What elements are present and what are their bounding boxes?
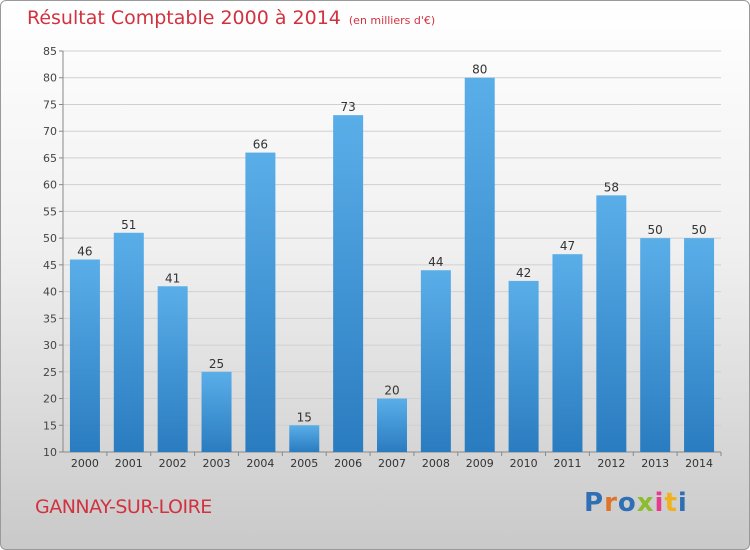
y-tick-label: 80 [43, 72, 57, 85]
x-tick-label: 2003 [203, 457, 231, 470]
data-label: 15 [297, 410, 312, 424]
data-label: 47 [560, 239, 575, 253]
bar [552, 254, 583, 452]
data-label: 20 [384, 384, 399, 398]
bar [420, 270, 451, 452]
logo-letter: r [604, 488, 618, 518]
bar [333, 115, 364, 452]
x-tick-label: 2013 [641, 457, 669, 470]
data-label: 42 [516, 266, 531, 280]
x-tick-label: 2008 [422, 457, 450, 470]
data-label: 51 [121, 218, 136, 232]
commune-name: GANNAY-SUR-LOIRE [35, 496, 212, 518]
data-label: 66 [253, 138, 268, 152]
x-tick-label: 2002 [159, 457, 187, 470]
bar [157, 286, 188, 452]
y-tick-label: 35 [43, 312, 57, 325]
x-tick-label: 2014 [685, 457, 713, 470]
bar [289, 425, 320, 452]
x-tick-label: 2000 [71, 457, 99, 470]
bar [201, 371, 232, 452]
y-tick-label: 30 [43, 339, 57, 352]
logo-letter: o [617, 488, 637, 518]
chart-unit: (en milliers d'€) [348, 14, 436, 27]
y-tick-label: 75 [43, 98, 57, 111]
y-tick-label: 50 [43, 232, 57, 245]
bar [640, 238, 671, 452]
x-tick-label: 2012 [597, 457, 625, 470]
y-tick-label: 55 [43, 205, 57, 218]
data-label: 50 [648, 223, 663, 237]
y-tick-label: 20 [43, 393, 57, 406]
x-tick-label: 2007 [378, 457, 406, 470]
x-tick-label: 2011 [553, 457, 581, 470]
y-tick-label: 15 [43, 419, 57, 432]
y-tick-label: 45 [43, 259, 57, 272]
chart-title-text: Résultat Comptable 2000 à 2014 [27, 7, 341, 29]
x-tick-label: 2006 [334, 457, 362, 470]
x-tick-label: 2010 [510, 457, 538, 470]
y-tick-label: 70 [43, 125, 57, 138]
data-label: 46 [77, 245, 92, 259]
y-tick-label: 60 [43, 179, 57, 192]
bar [377, 398, 407, 452]
y-tick-label: 85 [43, 45, 57, 58]
logo-letter: P [584, 488, 605, 518]
chart-title: Résultat Comptable 2000 à 2014 (en millie… [27, 7, 435, 29]
bar [508, 280, 539, 452]
x-tick-label: 2004 [246, 457, 274, 470]
x-tick-label: 2005 [290, 457, 318, 470]
bar [113, 232, 144, 452]
logo-letter: i [677, 488, 688, 518]
bar [684, 238, 715, 452]
data-label: 58 [604, 180, 619, 194]
y-tick-label: 40 [43, 286, 57, 299]
y-tick-label: 10 [43, 446, 57, 459]
bar [596, 195, 627, 453]
bar [464, 77, 495, 452]
x-tick-label: 2009 [466, 457, 494, 470]
proxiti-logo[interactable]: Proxiti [584, 488, 688, 518]
logo-letter: i [654, 488, 665, 518]
data-label: 80 [472, 63, 487, 77]
y-tick-label: 65 [43, 152, 57, 165]
logo-letter: t [664, 488, 678, 518]
data-label: 44 [428, 255, 443, 269]
logo-letter: x [636, 488, 655, 518]
data-label: 25 [209, 357, 224, 371]
data-label: 50 [691, 223, 706, 237]
y-tick-label: 25 [43, 366, 57, 379]
data-label: 73 [340, 100, 355, 114]
x-tick-label: 2001 [115, 457, 143, 470]
data-label: 41 [165, 271, 180, 285]
bar [245, 152, 276, 452]
bar [69, 259, 100, 452]
